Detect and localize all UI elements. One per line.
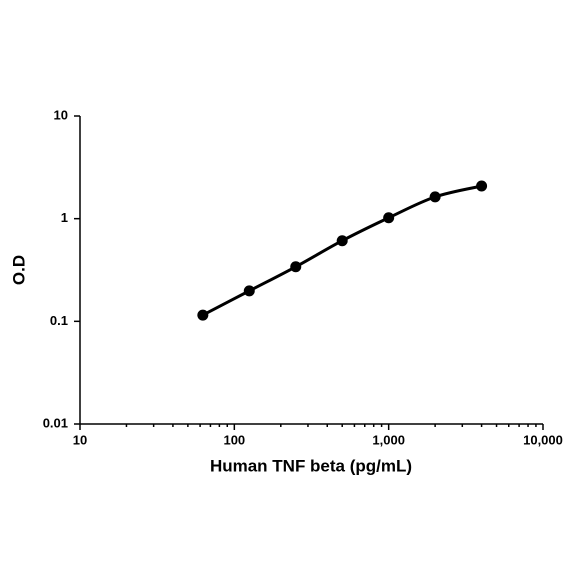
data-point xyxy=(243,285,255,297)
data-point xyxy=(476,180,488,192)
y-tick-label: 10 xyxy=(54,107,68,122)
data-point xyxy=(197,309,209,321)
x-tick-label: 10 xyxy=(73,432,87,447)
data-point xyxy=(383,212,395,224)
y-tick-label: 0.01 xyxy=(43,415,68,430)
data-point xyxy=(290,261,302,273)
data-line xyxy=(202,184,482,317)
y-axis-title: O.D xyxy=(9,255,28,285)
data-point xyxy=(336,235,348,247)
y-tick-label: 1 xyxy=(61,210,68,225)
x-tick-label: 1,000 xyxy=(372,432,405,447)
x-axis-title: Human TNF beta (pg/mL) xyxy=(210,456,412,475)
data-point xyxy=(429,191,441,203)
y-tick-label: 0.1 xyxy=(50,313,68,328)
x-tick-label: 10,000 xyxy=(523,432,563,447)
x-tick-label: 100 xyxy=(223,432,245,447)
